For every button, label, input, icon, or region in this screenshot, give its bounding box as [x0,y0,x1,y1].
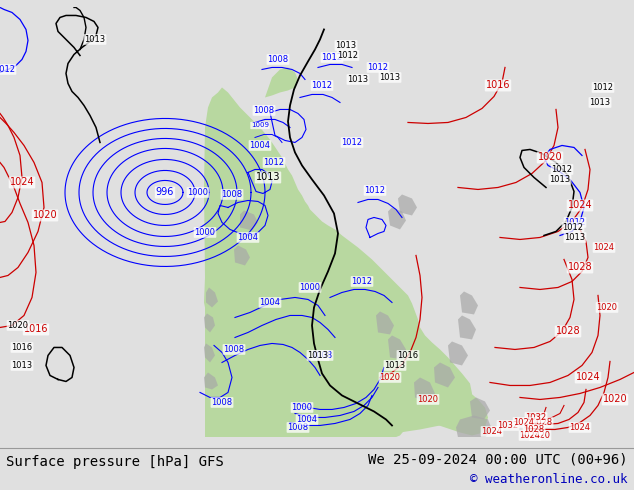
Polygon shape [204,314,215,332]
Text: 1012: 1012 [593,83,614,92]
Polygon shape [204,277,238,343]
Polygon shape [376,312,394,335]
Text: 1012: 1012 [321,53,342,62]
Text: 996: 996 [156,188,174,197]
Text: Surface pressure [hPa] GFS: Surface pressure [hPa] GFS [6,455,224,469]
Polygon shape [204,343,215,363]
Text: 1008: 1008 [311,351,333,360]
Text: 1024: 1024 [519,431,541,440]
Text: 1012: 1012 [342,138,363,147]
Text: 1000: 1000 [195,228,216,237]
Text: 1012: 1012 [264,158,285,167]
Text: 1024: 1024 [593,243,614,252]
Text: 1013: 1013 [256,172,280,182]
Text: © weatheronline.co.uk: © weatheronline.co.uk [470,473,628,487]
Text: 1013: 1013 [550,175,571,184]
Text: 1012: 1012 [562,223,583,232]
Text: 1004: 1004 [259,298,280,307]
Polygon shape [206,288,218,307]
Text: 1008: 1008 [254,106,275,115]
Text: 1004: 1004 [250,141,271,150]
Text: 1008: 1008 [287,423,309,432]
Text: 1032: 1032 [526,413,547,422]
Text: 1013: 1013 [335,41,356,50]
Polygon shape [448,342,468,366]
Text: 1020: 1020 [418,395,439,404]
Polygon shape [205,277,420,438]
Text: 1013: 1013 [307,351,328,360]
Text: 1020: 1020 [33,211,57,220]
Text: 1024: 1024 [10,177,34,188]
Polygon shape [434,363,455,388]
Text: 1016: 1016 [11,343,32,352]
Text: 1013: 1013 [347,75,368,84]
Text: 1013: 1013 [11,361,32,370]
Text: 1000: 1000 [292,403,313,412]
Text: 1012: 1012 [368,63,389,72]
Polygon shape [388,207,406,229]
Text: 1028: 1028 [531,418,553,427]
Polygon shape [388,336,406,360]
Polygon shape [204,87,472,438]
Text: 1012: 1012 [351,277,373,286]
Text: 1016: 1016 [398,351,418,360]
Text: 1028: 1028 [567,263,592,272]
Text: 1012: 1012 [0,65,15,74]
Polygon shape [414,377,435,402]
Polygon shape [234,245,250,266]
Text: 1013: 1013 [379,73,401,82]
Text: 1013: 1013 [564,233,586,242]
Text: 1020: 1020 [8,321,29,330]
Text: 1016: 1016 [486,80,510,91]
Text: 1012: 1012 [564,218,586,227]
Text: 1013: 1013 [384,361,406,370]
Text: 1024: 1024 [481,427,503,436]
Text: 1020: 1020 [529,431,550,440]
Text: 1013: 1013 [84,35,106,44]
Text: 1028: 1028 [524,425,545,434]
Text: 1000: 1000 [299,283,321,292]
Text: 1008: 1008 [223,345,245,354]
Text: 1024: 1024 [576,372,600,383]
Polygon shape [458,316,476,340]
Text: 1020: 1020 [538,152,562,163]
Text: 1012: 1012 [311,81,332,90]
Text: 1028: 1028 [555,326,580,337]
Text: 1008: 1008 [221,190,243,199]
Polygon shape [240,211,258,230]
Text: 1000: 1000 [188,188,209,197]
Text: 1032: 1032 [498,421,519,430]
Text: 1020: 1020 [603,394,627,404]
Text: 1024: 1024 [567,200,592,211]
Polygon shape [460,292,478,315]
Text: 1004: 1004 [297,415,318,424]
Text: 1008: 1008 [211,398,233,407]
Polygon shape [470,397,490,419]
Polygon shape [398,195,417,216]
Polygon shape [204,372,218,390]
Text: 1012: 1012 [337,51,358,60]
Text: 1024: 1024 [514,418,534,427]
Polygon shape [456,416,492,438]
Text: 1009: 1009 [251,122,269,128]
Text: 1012: 1012 [552,165,573,174]
Text: 1013: 1013 [590,98,611,107]
Text: 1020: 1020 [597,303,618,312]
Text: 1024: 1024 [569,423,590,432]
Polygon shape [430,388,488,436]
Text: We 25-09-2024 00:00 UTC (00+96): We 25-09-2024 00:00 UTC (00+96) [368,453,628,467]
Text: 1008: 1008 [268,55,288,64]
Text: 1004: 1004 [238,233,259,242]
Text: 1020: 1020 [380,373,401,382]
Text: 1012: 1012 [365,186,385,195]
Text: 1016: 1016 [23,324,48,335]
Polygon shape [265,68,298,98]
